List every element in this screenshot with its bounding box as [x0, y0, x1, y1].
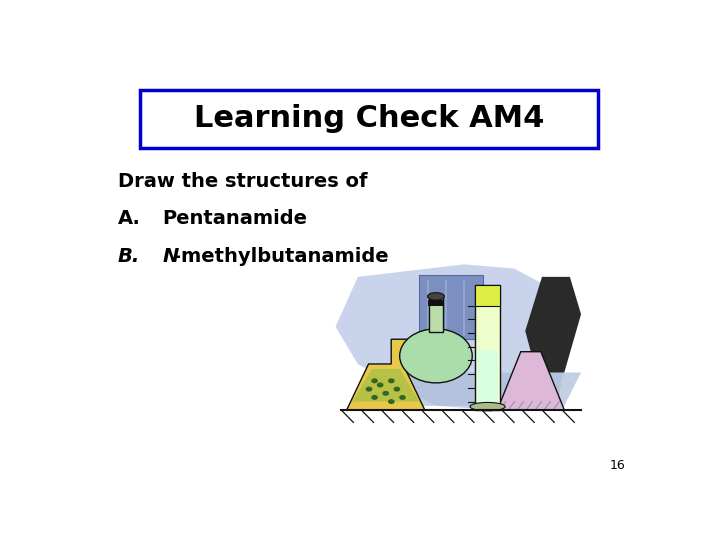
Circle shape: [394, 387, 400, 392]
Text: Pentanamide: Pentanamide: [163, 209, 307, 228]
Polygon shape: [352, 369, 419, 402]
Circle shape: [399, 395, 406, 400]
Circle shape: [400, 329, 472, 383]
Bar: [477, 350, 498, 409]
Polygon shape: [347, 339, 425, 410]
Bar: [428, 300, 444, 306]
Polygon shape: [369, 373, 581, 406]
Text: 16: 16: [610, 460, 626, 472]
Circle shape: [372, 379, 378, 383]
Polygon shape: [498, 352, 564, 410]
Circle shape: [366, 387, 372, 392]
Circle shape: [372, 395, 378, 400]
Bar: [475, 285, 500, 306]
Circle shape: [377, 382, 384, 388]
Text: Draw the structures of: Draw the structures of: [118, 172, 367, 191]
Circle shape: [388, 379, 395, 383]
Circle shape: [388, 399, 395, 404]
Polygon shape: [526, 277, 581, 373]
Text: N: N: [163, 247, 179, 266]
Ellipse shape: [470, 402, 505, 411]
Bar: [475, 285, 500, 410]
Text: B.: B.: [118, 247, 140, 266]
FancyBboxPatch shape: [140, 90, 598, 148]
Bar: [419, 275, 483, 339]
Text: A.: A.: [118, 209, 141, 228]
Ellipse shape: [428, 293, 444, 300]
Text: -methylbutanamide: -methylbutanamide: [173, 247, 388, 266]
Circle shape: [382, 391, 389, 396]
Bar: [428, 297, 444, 332]
Text: Learning Check AM4: Learning Check AM4: [194, 104, 544, 133]
Polygon shape: [336, 265, 570, 410]
